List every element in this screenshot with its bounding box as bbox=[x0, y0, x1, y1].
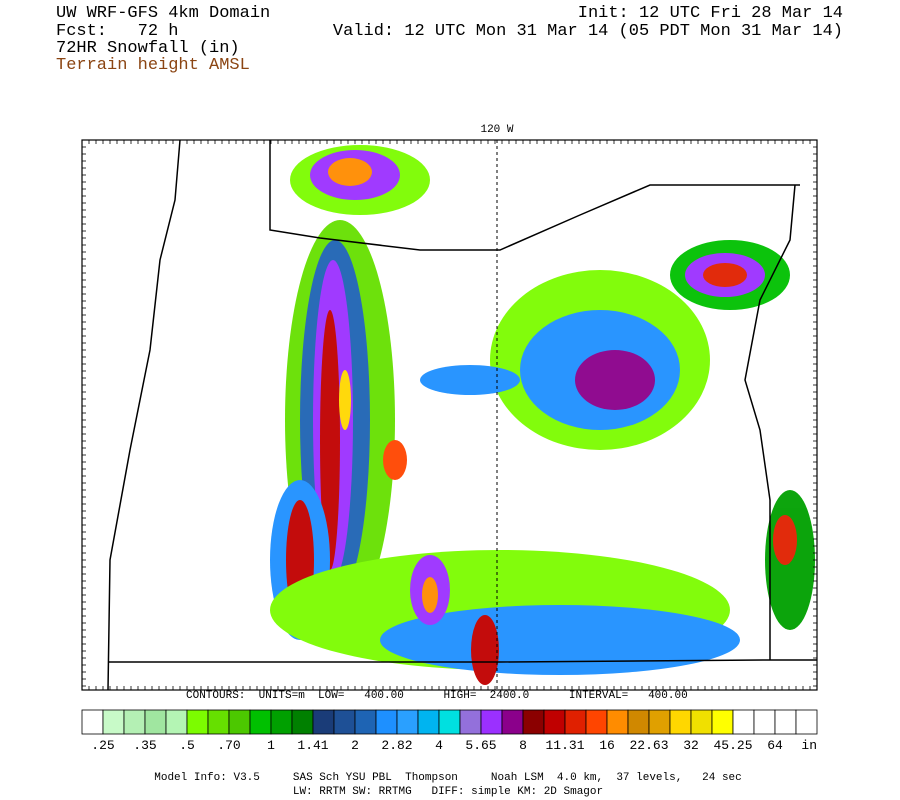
color-box bbox=[459, 709, 482, 735]
color-box bbox=[312, 709, 335, 735]
footer-line: LW: RRTM SW: RRTMG DIFF: simple KM: 2D S… bbox=[293, 786, 603, 798]
color-box bbox=[375, 709, 398, 735]
color-box bbox=[732, 709, 755, 735]
color-box bbox=[690, 709, 713, 735]
colorbar-label: 16 bbox=[599, 738, 615, 753]
colorbar-label: .5 bbox=[179, 738, 195, 753]
color-box bbox=[396, 709, 419, 735]
color-box bbox=[522, 709, 545, 735]
color-box bbox=[543, 709, 566, 735]
header-line: UW WRF-GFS 4km Domain bbox=[56, 4, 270, 23]
header-line: 72HR Snowfall (in) bbox=[56, 39, 240, 58]
map-frame bbox=[81, 139, 818, 691]
colorbar-label: 2 bbox=[351, 738, 359, 753]
color-box bbox=[669, 709, 692, 735]
color-box bbox=[291, 709, 314, 735]
color-box bbox=[207, 709, 230, 735]
colorbar-label: .70 bbox=[217, 738, 240, 753]
colorbar-label: 4 bbox=[435, 738, 443, 753]
color-box bbox=[795, 709, 818, 735]
color-box bbox=[711, 709, 734, 735]
color-box bbox=[606, 709, 629, 735]
colorbar-label: 45.25 bbox=[713, 738, 752, 753]
color-box bbox=[186, 709, 209, 735]
map bbox=[81, 139, 818, 691]
colorbar-label: 8 bbox=[519, 738, 527, 753]
colorbar-label: 32 bbox=[683, 738, 699, 753]
color-box bbox=[354, 709, 377, 735]
color-box bbox=[564, 709, 587, 735]
colorbar-label: 1 bbox=[267, 738, 275, 753]
header-right: Init: 12 UTC Fri 28 Mar 14 Valid: 12 UTC… bbox=[333, 4, 843, 41]
color-box bbox=[102, 709, 125, 735]
colorbar-label: .25 bbox=[91, 738, 114, 753]
colorbar-label: 1.41 bbox=[297, 738, 328, 753]
header-line: Terrain height AMSL bbox=[56, 56, 250, 75]
snow-field bbox=[270, 145, 815, 685]
color-box bbox=[753, 709, 776, 735]
colorbar-label: 22.63 bbox=[629, 738, 668, 753]
color-box bbox=[648, 709, 671, 735]
header-line: Fcst: 72 h bbox=[56, 22, 178, 41]
color-box bbox=[417, 709, 440, 735]
color-box bbox=[585, 709, 608, 735]
colorbar-label: 2.82 bbox=[381, 738, 412, 753]
color-box bbox=[144, 709, 167, 735]
borders bbox=[107, 139, 817, 691]
meridian-label: 120 W bbox=[480, 124, 513, 136]
colorbar-label: 11.31 bbox=[545, 738, 584, 753]
header-left: UW WRF-GFS 4km Domain Fcst: 72 h 72HR Sn… bbox=[56, 4, 270, 75]
color-box bbox=[501, 709, 524, 735]
colorbar-unit: in bbox=[801, 738, 817, 753]
color-box bbox=[438, 709, 461, 735]
header-line: Init: 12 UTC Fri 28 Mar 14 bbox=[578, 4, 843, 23]
colorbar-label: .35 bbox=[133, 738, 156, 753]
color-box bbox=[249, 709, 272, 735]
frame-ticks bbox=[81, 139, 818, 690]
color-box bbox=[228, 709, 251, 735]
color-box bbox=[81, 709, 104, 735]
header-line: Valid: 12 UTC Mon 31 Mar 14 (05 PDT Mon … bbox=[333, 22, 843, 41]
color-box bbox=[333, 709, 356, 735]
footer-line: Model Info: V3.5 SAS Sch YSU PBL Thompso… bbox=[154, 772, 742, 784]
colorbar-label: 5.65 bbox=[465, 738, 496, 753]
colorbar-label: 64 bbox=[767, 738, 783, 753]
color-box bbox=[480, 709, 503, 735]
color-box bbox=[165, 709, 188, 735]
color-box bbox=[627, 709, 650, 735]
color-box bbox=[270, 709, 293, 735]
color-box bbox=[123, 709, 146, 735]
colorbar: .25 .35 .5 .70 1 1.41 2 2.82 4 5.65 8 11.31 16 22.63 3… bbox=[81, 709, 818, 753]
color-box bbox=[774, 709, 797, 735]
contour-info: CONTOURS: UNITS=m LOW= 400.00 HIGH= 2400… bbox=[186, 690, 688, 702]
